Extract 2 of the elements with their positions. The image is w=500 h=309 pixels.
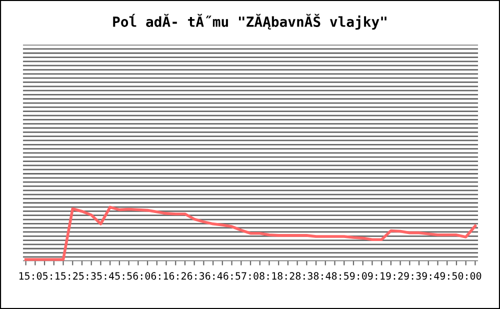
- text: 15:05:15:25:35:45:56:06:16:26:36:46:57:08:18:28:38:48:59:09:19:29:39:49:50:00: [19, 272, 482, 280]
- chart-title: Poĺ adĂ- tĂ˝mu "ZĂĄbavnĂŠ vlajky": [113, 14, 386, 30]
